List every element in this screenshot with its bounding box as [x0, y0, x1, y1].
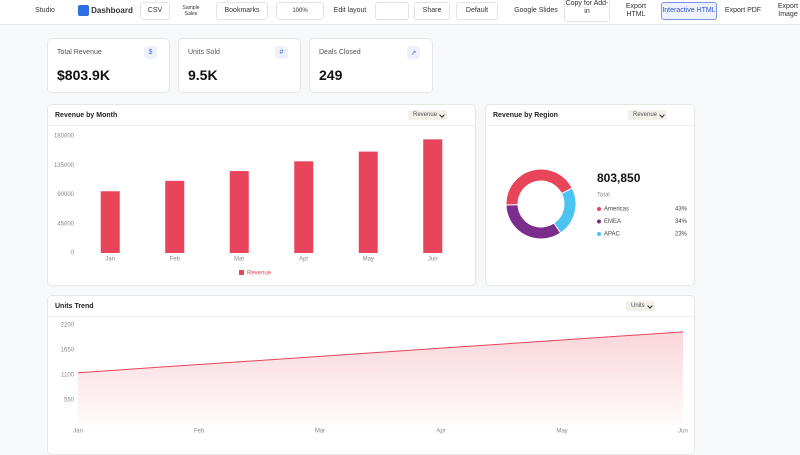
- donut-segment: [553, 187, 577, 234]
- bar: [294, 161, 314, 253]
- chart-title: Units Trend: [55, 303, 94, 310]
- kpi-icon: ↗: [407, 46, 420, 59]
- csv-button[interactable]: CSV: [140, 2, 170, 20]
- x-tick-label: Jan: [105, 257, 115, 263]
- x-tick-label: Jun: [678, 429, 688, 435]
- donut-total-label: Total: [597, 193, 610, 199]
- legend-label: APAC: [604, 232, 621, 238]
- x-tick-label: Feb: [194, 429, 205, 435]
- legend-dot: [597, 232, 601, 236]
- share-button[interactable]: Share: [414, 2, 450, 20]
- theme-button[interactable]: Default: [456, 2, 498, 20]
- x-tick-label: May: [363, 257, 374, 263]
- x-tick-label: Apr: [299, 257, 308, 263]
- legend-label: EMEA: [604, 219, 621, 225]
- kpi-icon: $: [144, 46, 157, 59]
- x-tick-label: Apr: [436, 429, 445, 435]
- bar: [229, 171, 249, 253]
- y-tick-label: 1100: [61, 373, 75, 379]
- divider: [48, 125, 475, 126]
- metric-select[interactable]: Revenue: [408, 110, 448, 120]
- kpi-value: $803.9K: [57, 67, 110, 83]
- x-tick-label: May: [556, 429, 567, 435]
- bar: [100, 191, 120, 253]
- google-slides-button[interactable]: Google Slides: [514, 2, 558, 20]
- kpi-icon: #: [275, 46, 288, 59]
- interactive-html-button[interactable]: Interactive HTML: [661, 2, 717, 20]
- toolbar: Studio Dashboard CSV Sample Sales Bookma…: [0, 0, 800, 25]
- dashboard-icon: [78, 5, 89, 16]
- y-tick-label: 2200: [61, 323, 75, 329]
- y-tick-label: 0: [71, 251, 75, 257]
- copy-addin-button[interactable]: Copy for Add-in: [564, 0, 610, 22]
- studio-button[interactable]: Studio: [26, 2, 64, 20]
- bookmarks-button[interactable]: Bookmarks: [216, 2, 268, 20]
- y-tick-label: 135000: [54, 163, 75, 169]
- legend-swatch: [239, 270, 244, 275]
- y-tick-label: 550: [64, 398, 75, 404]
- page: Studio Dashboard CSV Sample Sales Bookma…: [0, 0, 800, 439]
- legend-value: 43%: [675, 207, 688, 213]
- area: [78, 331, 683, 425]
- donut-segment: [505, 168, 573, 206]
- dashboard-label: Dashboard: [90, 2, 134, 20]
- chart-title: Revenue by Region: [493, 112, 558, 119]
- export-html-button[interactable]: Export HTML: [616, 2, 656, 20]
- legend-value: 34%: [675, 219, 688, 225]
- kpi-label: Deals Closed: [319, 49, 361, 56]
- chart-layer: 0 45000 90000 135000 180000 Jan Feb Mar Apr May Ju…: [54, 134, 688, 435]
- edit-layout-button[interactable]: Edit layout: [333, 2, 367, 20]
- legend-label: Revenue: [247, 271, 272, 277]
- sample-button[interactable]: Sample Sales: [176, 2, 206, 20]
- legend-label: Americas: [604, 207, 629, 213]
- y-tick-label: 1650: [61, 348, 75, 354]
- x-tick-label: Mar: [315, 429, 325, 435]
- donut-total: 803,850: [597, 171, 641, 185]
- legend-value: 23%: [675, 232, 688, 238]
- x-tick-label: Jan: [73, 429, 83, 435]
- kpi-label: Total Revenue: [57, 49, 102, 56]
- y-tick-label: 180000: [54, 134, 75, 140]
- kpi-card: Deals Closed ↗ 249: [309, 38, 433, 93]
- metric-select[interactable]: Revenue: [628, 110, 668, 120]
- divider: [48, 316, 694, 317]
- bar: [423, 139, 443, 253]
- chart-title: Revenue by Month: [55, 112, 118, 119]
- legend-dot: [597, 207, 601, 211]
- export-pdf-button[interactable]: Export PDF: [724, 2, 762, 20]
- y-tick-label: 90000: [57, 192, 74, 198]
- x-tick-label: Mar: [234, 257, 244, 263]
- metric-select[interactable]: Units: [626, 301, 655, 311]
- kpi-value: 249: [319, 67, 343, 83]
- y-tick-label: 45000: [57, 221, 74, 227]
- kpi-card: Units Sold # 9.5K: [178, 38, 301, 93]
- donut-segment: [505, 204, 562, 240]
- zoom-control[interactable]: 100%: [276, 2, 324, 20]
- legend-dot: [597, 219, 601, 224]
- line: [77, 331, 684, 374]
- bar: [358, 151, 378, 253]
- export-image-button[interactable]: Export Image: [768, 2, 800, 20]
- divider: [486, 125, 694, 126]
- kpi-value: 9.5K: [188, 67, 218, 83]
- x-tick-label: Jun: [428, 257, 438, 263]
- bar: [165, 180, 185, 253]
- x-tick-label: Feb: [170, 257, 181, 263]
- kpi-card: Total Revenue $ $803.9K: [47, 38, 170, 93]
- kpi-label: Units Sold: [188, 49, 220, 56]
- undo-redo[interactable]: [375, 2, 409, 20]
